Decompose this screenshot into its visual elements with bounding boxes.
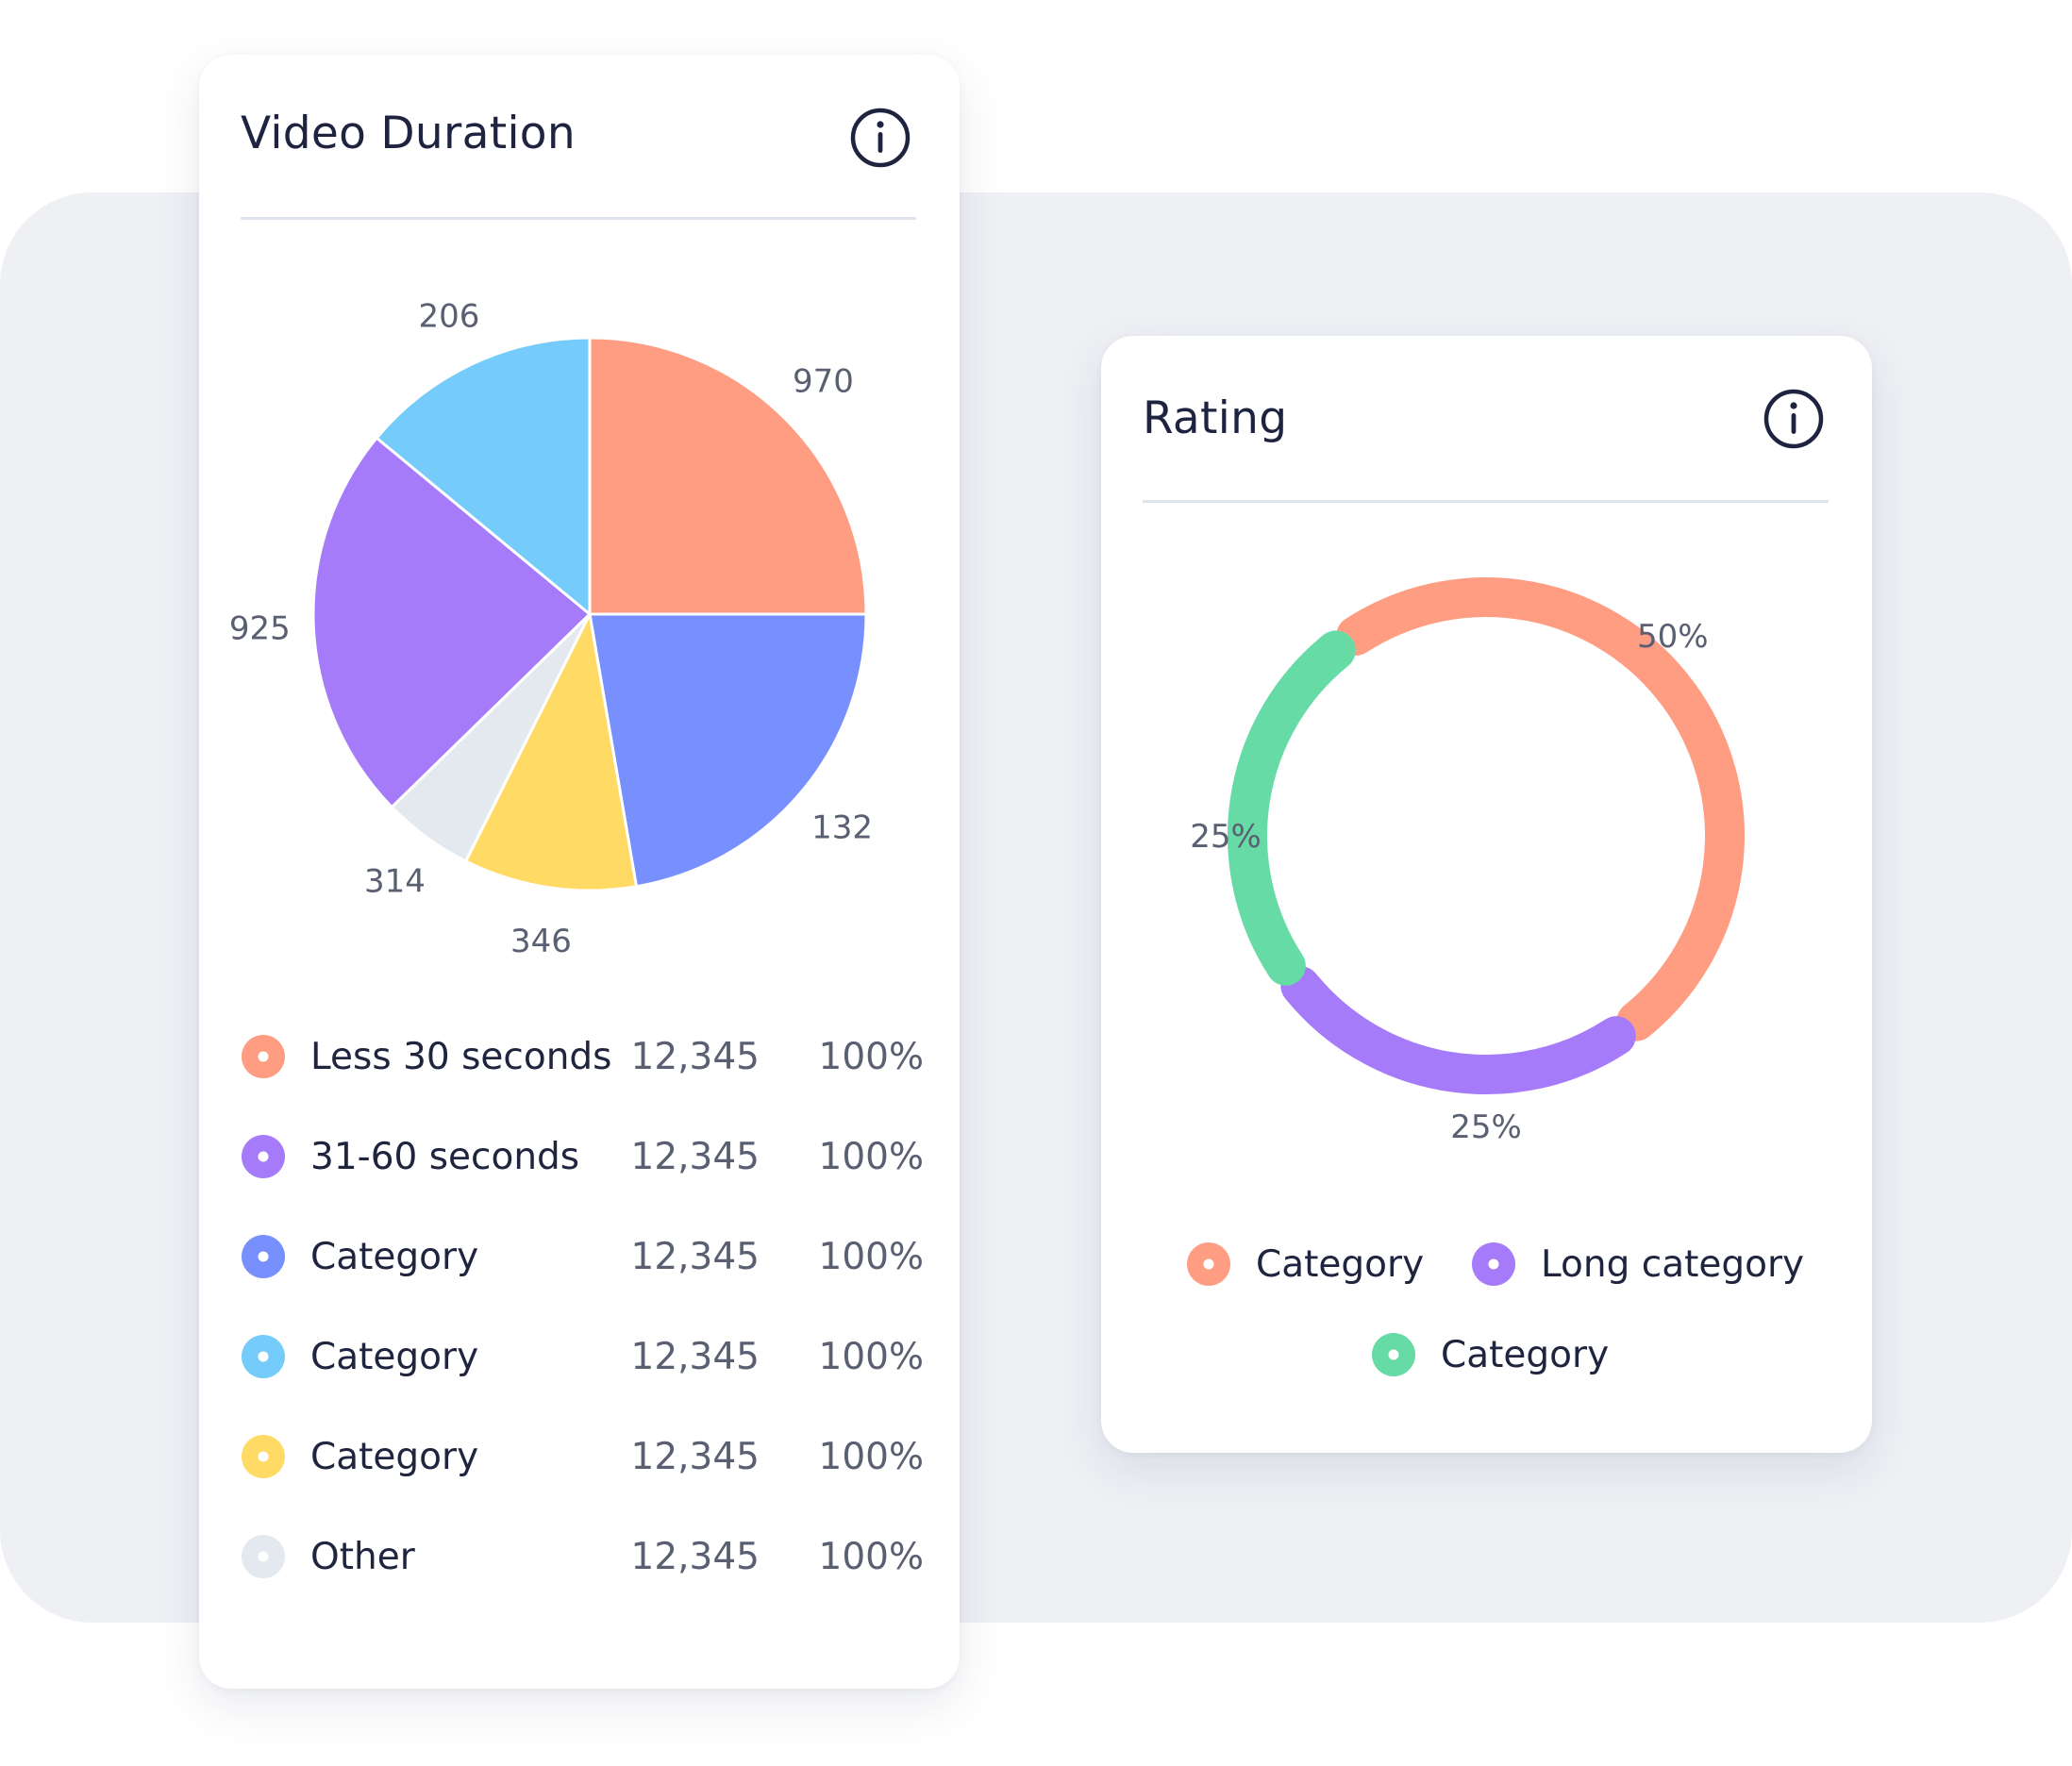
legend-value: 12,345 [630,1336,760,1378]
legend-row: Less 30 seconds 12,345 100% [241,1030,924,1083]
pie-slice [588,336,868,616]
legend-label: Long category [1541,1243,1805,1286]
legend-label: Category [310,1436,479,1478]
legend-dot [1372,1333,1415,1376]
legend-value: 12,345 [630,1036,760,1078]
legend-percent: 100% [818,1336,925,1378]
legend-label: Category [310,1336,479,1378]
legend-percent: 100% [818,1036,925,1078]
legend-dot [242,1435,285,1478]
legend-value: 12,345 [630,1436,760,1478]
info-icon[interactable] [1762,387,1826,451]
legend-value: 12,345 [630,1136,760,1178]
legend-percent: 100% [818,1236,925,1278]
rating-card: Rating 50% 25% 25% Category Long category Ca… [1101,336,1872,1453]
legend-label: Category [1256,1243,1425,1286]
legend-dot [242,1535,285,1578]
legend-row: Category 12,345 100% [241,1330,924,1383]
segment-label: 50% [1637,618,1709,656]
pie-slice [375,336,592,616]
video-duration-card: Video Duration 970 132 346 314 925 206 Less 3… [199,55,960,1689]
divider [241,217,916,220]
legend-label: Less 30 seconds [310,1036,612,1078]
donut-segment [1336,577,1745,1041]
legend-dot [242,1035,285,1078]
legend-label: Category [310,1236,479,1278]
legend-value: 12,345 [630,1536,760,1578]
slice-label: 132 [811,809,873,847]
legend-dot [242,1235,285,1278]
slice-label: 346 [510,923,572,960]
slice-label: 314 [364,863,426,901]
donut-chart: 50% 25% 25% [1190,577,1745,1146]
legend-label: Other [310,1536,415,1578]
legend-percent: 100% [818,1536,925,1578]
pie-slice [588,612,868,889]
legend-dot [242,1335,285,1378]
pie-slice [311,436,592,809]
slice-label: 206 [419,297,480,335]
donut-segment [1280,966,1636,1094]
pie-slice [464,612,638,892]
legend-label: Category [1441,1334,1610,1376]
legend-dot [1187,1242,1230,1286]
card-title: Rating [1143,392,1288,444]
divider [1143,500,1829,503]
legend-dot [242,1135,285,1178]
legend-row: Category 12,345 100% [241,1230,924,1283]
card-title: Video Duration [241,108,576,159]
legend-percent: 100% [818,1136,925,1178]
slice-label: 925 [229,609,291,647]
legend-row: Category 12,345 100% [241,1430,924,1483]
legend-percent: 100% [818,1436,925,1478]
segment-label: 25% [1450,1108,1522,1146]
legend-dot [1472,1242,1515,1286]
legend-value: 12,345 [630,1236,760,1278]
segment-label: 25% [1190,818,1262,856]
legend-label: 31-60 seconds [310,1136,580,1178]
slice-label: 970 [793,363,854,401]
pie-chart: 970 132 346 314 925 206 [229,297,873,960]
legend-row: Other 12,345 100% [241,1530,924,1583]
info-icon[interactable] [848,106,912,170]
donut-segment [1228,630,1356,986]
legend-row: 31-60 seconds 12,345 100% [241,1130,924,1183]
